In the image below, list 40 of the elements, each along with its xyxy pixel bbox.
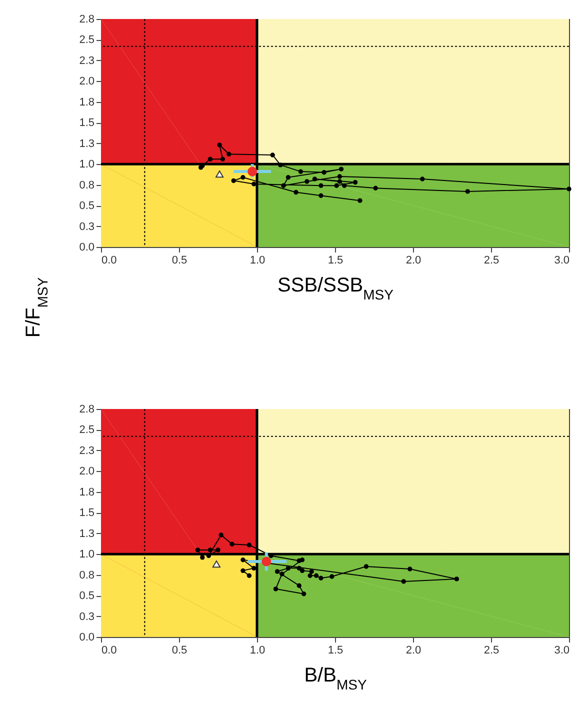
y-tick-label: 1.3: [79, 528, 94, 540]
x-axis-title: B/B$_{MSY}$: [304, 664, 368, 692]
x-tick-label: 3.0: [554, 644, 570, 656]
y-tick-label: 2.8: [79, 404, 94, 416]
y-tick-label: 2.0: [79, 466, 94, 478]
x-tick-label: 1.5: [328, 644, 344, 656]
y-tick-label: 0.8: [79, 569, 94, 582]
y-tick-label: 1.5: [79, 507, 94, 520]
y-tick-label: 1.8: [79, 96, 94, 108]
y-tick-label: 2.8: [79, 14, 94, 26]
y-tick-label: 2.0: [79, 76, 94, 88]
x-tick-label: 2.5: [484, 254, 500, 266]
y-tick-label: 1.0: [79, 548, 94, 561]
x-axis-title: SSB/SSB$_{MSY}$: [278, 274, 394, 302]
y-tick-label: 2.3: [79, 444, 94, 457]
y-tick-label: 1.0: [79, 158, 94, 171]
x-tick-label: 3.0: [554, 254, 570, 266]
y-tick-label: 0.5: [79, 200, 94, 212]
y-tick-label: 0.5: [79, 590, 94, 602]
x-tick-label: 2.0: [406, 254, 422, 266]
y-tick-label: 0.0: [79, 242, 94, 254]
y-tick-label: 1.5: [79, 117, 94, 130]
x-tick-label: 1.5: [328, 254, 344, 266]
x-tick-label: 1.0: [250, 254, 266, 266]
y-tick-label: 0.0: [79, 632, 94, 644]
x-tick-label: 2.5: [484, 644, 500, 656]
x-tick-label: 0.0: [102, 644, 117, 656]
x-tick-label: 0.5: [172, 644, 188, 656]
y-tick-label: 0.3: [79, 220, 94, 233]
y-tick-label: 1.8: [79, 486, 94, 498]
y-tick-label: 0.8: [79, 179, 94, 192]
y-tick-label: 2.3: [79, 54, 94, 67]
x-tick-label: 2.0: [406, 644, 422, 656]
x-tick-label: 1.0: [250, 644, 266, 656]
x-tick-label: 0.5: [172, 254, 188, 266]
x-tick-label: 0.0: [102, 254, 117, 266]
y-tick-label: 2.5: [79, 424, 94, 436]
y-tick-label: 1.3: [79, 138, 94, 150]
y-tick-label: 0.3: [79, 610, 94, 623]
y-tick-label: 2.5: [79, 34, 94, 46]
